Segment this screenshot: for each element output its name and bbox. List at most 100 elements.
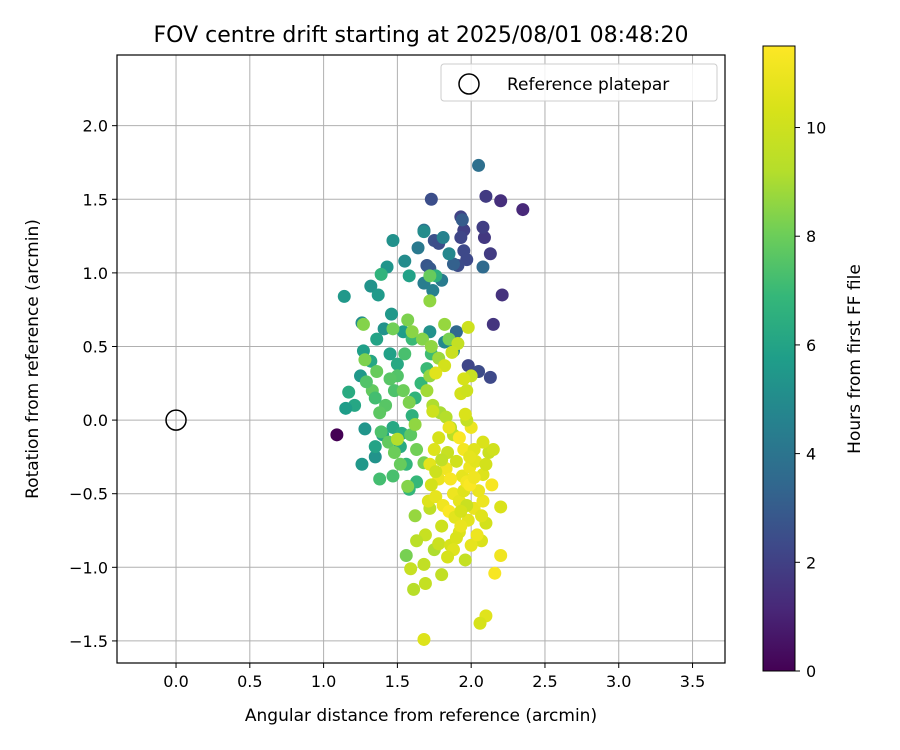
data-point: [410, 443, 424, 457]
x-tick-label: 1.5: [385, 672, 410, 691]
data-point: [417, 225, 431, 239]
data-point: [386, 469, 400, 483]
data-point: [370, 365, 384, 379]
data-point: [417, 632, 431, 646]
x-tick-label: 0.0: [163, 672, 188, 691]
data-point: [454, 231, 468, 245]
data-point: [429, 366, 443, 380]
data-point: [386, 322, 400, 336]
data-point: [368, 450, 382, 464]
data-point: [401, 479, 415, 493]
data-point: [476, 260, 490, 274]
data-point: [358, 422, 372, 436]
legend-label: Reference platepar: [507, 75, 669, 95]
data-point: [426, 284, 440, 298]
data-point: [435, 453, 449, 467]
reference-marker: [165, 409, 187, 431]
data-point: [359, 375, 373, 389]
x-tick-label: 3.0: [606, 672, 631, 691]
data-point: [383, 347, 397, 361]
data-point: [449, 454, 463, 468]
data-point: [399, 549, 413, 563]
colorbar-tick-label: 6: [806, 336, 816, 355]
x-tick-label: 0.5: [237, 672, 262, 691]
data-point: [483, 370, 497, 384]
data-point: [463, 450, 477, 464]
data-point: [444, 472, 458, 486]
data-point: [398, 254, 412, 268]
data-point: [374, 267, 388, 281]
data-point: [432, 537, 446, 551]
data-point: [384, 307, 398, 321]
data-point: [370, 332, 384, 346]
y-tick-label: −1.0: [69, 558, 108, 577]
y-tick-label: 1.5: [83, 190, 108, 209]
data-point: [439, 410, 453, 424]
data-point: [418, 577, 432, 591]
y-tick-label: −0.5: [69, 485, 108, 504]
data-point: [424, 478, 438, 492]
data-point: [452, 431, 466, 445]
colorbar-tick-label: 8: [806, 227, 816, 246]
data-point: [383, 372, 397, 386]
data-point: [415, 332, 429, 346]
y-tick-label: 0.5: [83, 337, 108, 356]
colorbar: 0 2 4 6 8 10 Hours from first FF file: [762, 45, 865, 681]
x-axis-ticks: 0.0 0.5 1.0 1.5 2.0 2.5 3.0 3.5: [163, 663, 705, 691]
y-tick-label: 0.0: [83, 411, 108, 430]
data-point: [477, 231, 491, 245]
data-point: [483, 247, 497, 261]
y-tick-label: −1.5: [69, 632, 108, 651]
data-point: [423, 294, 437, 308]
data-point: [339, 401, 353, 415]
data-point: [386, 233, 400, 247]
data-point: [442, 420, 456, 434]
data-point: [368, 440, 382, 454]
data-point: [404, 562, 418, 576]
data-point: [404, 428, 418, 442]
data-point: [427, 443, 441, 457]
data-point: [485, 478, 499, 492]
data-point: [402, 395, 416, 409]
data-point: [426, 404, 440, 418]
data-point: [460, 384, 474, 398]
chart-title: FOV centre drift starting at 2025/08/01 …: [154, 23, 689, 48]
data-point: [454, 504, 468, 518]
legend: Reference platepar: [440, 63, 718, 102]
data-point: [516, 203, 530, 217]
data-point: [494, 194, 508, 208]
data-point: [337, 289, 351, 303]
data-point: [387, 445, 401, 459]
data-point: [373, 406, 387, 420]
data-point: [476, 494, 490, 508]
data-point: [355, 457, 369, 471]
data-point: [405, 325, 419, 339]
data-point: [442, 247, 456, 261]
data-point: [472, 158, 486, 172]
data-point: [402, 269, 416, 283]
data-point: [410, 534, 424, 548]
data-point: [454, 519, 468, 533]
data-point: [390, 357, 404, 371]
data-point: [393, 457, 407, 471]
data-point: [407, 582, 421, 596]
data-point: [364, 279, 378, 293]
data-point: [424, 339, 438, 353]
data-point: [330, 428, 344, 442]
data-point: [476, 435, 490, 449]
colorbar-tick-label: 4: [806, 445, 816, 464]
grid: [117, 55, 725, 663]
data-point: [390, 432, 404, 446]
colorbar-tick-label: 0: [806, 662, 816, 681]
colorbar-label: Hours from first FF file: [845, 264, 865, 454]
data-point: [371, 288, 385, 302]
data-point: [368, 391, 382, 405]
data-point: [408, 509, 422, 523]
data-points: [330, 158, 530, 646]
data-point: [464, 538, 478, 552]
data-point: [441, 550, 455, 564]
data-point: [455, 213, 469, 227]
x-tick-label: 3.5: [680, 672, 705, 691]
data-point: [475, 509, 489, 523]
data-point: [486, 443, 500, 457]
